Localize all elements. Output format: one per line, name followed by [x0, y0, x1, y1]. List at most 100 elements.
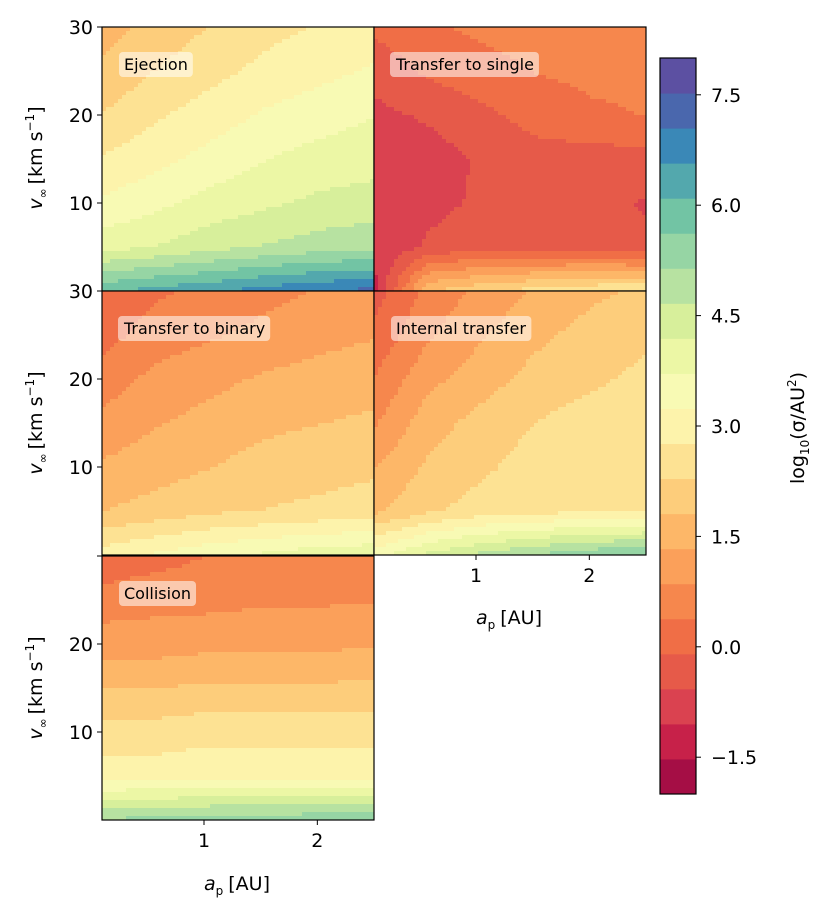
- heatmap-cell: [190, 39, 195, 44]
- heatmap-cell: [174, 103, 179, 108]
- heatmap-cell: [306, 107, 311, 112]
- heatmap-cell: [390, 43, 395, 48]
- heatmap-cell: [274, 199, 279, 204]
- heatmap-cell: [230, 55, 235, 60]
- heatmap-cell: [150, 283, 155, 288]
- heatmap-cell: [214, 143, 219, 148]
- heatmap-cell: [370, 123, 374, 128]
- heatmap-cell: [134, 199, 139, 204]
- heatmap-cell: [130, 127, 135, 132]
- heatmap-cell: [342, 27, 347, 32]
- heatmap-cell: [214, 283, 219, 288]
- heatmap-cell: [322, 147, 327, 152]
- heatmap-cell: [238, 191, 243, 196]
- heatmap-cell: [590, 39, 595, 44]
- heatmap-cell: [298, 211, 303, 216]
- heatmap-cell: [302, 187, 307, 192]
- heatmap-cell: [302, 235, 307, 240]
- heatmap-cell: [362, 251, 367, 256]
- heatmap-cell: [318, 183, 323, 188]
- heatmap-cell: [318, 223, 323, 228]
- heatmap-cell: [162, 31, 167, 36]
- heatmap-cell: [306, 235, 311, 240]
- heatmap-cell: [306, 187, 311, 192]
- heatmap-cell: [206, 275, 211, 280]
- heatmap-cell: [346, 271, 351, 276]
- heatmap-cell: [102, 31, 107, 36]
- heatmap-cell: [586, 47, 591, 52]
- heatmap-cell: [310, 115, 315, 120]
- heatmap-cell: [278, 187, 283, 192]
- heatmap-cell: [206, 151, 211, 156]
- heatmap-cell: [110, 55, 115, 60]
- heatmap-cell: [134, 131, 139, 136]
- heatmap-cell: [198, 39, 203, 44]
- heatmap-cell: [494, 31, 499, 36]
- heatmap-cell: [370, 223, 374, 228]
- heatmap-cell: [350, 103, 355, 108]
- heatmap-cell: [186, 139, 191, 144]
- heatmap-cell: [330, 207, 335, 212]
- heatmap-cell: [298, 175, 303, 180]
- heatmap-cell: [334, 71, 339, 76]
- heatmap-cell: [162, 283, 167, 288]
- heatmap-cell: [358, 263, 363, 268]
- heatmap-cell: [286, 199, 291, 204]
- heatmap-cell: [182, 39, 187, 44]
- heatmap-cell: [438, 31, 443, 36]
- heatmap-cell: [314, 79, 319, 84]
- heatmap-cell: [366, 243, 371, 248]
- heatmap-cell: [346, 223, 351, 228]
- heatmap-cell: [538, 51, 543, 56]
- heatmap-cell: [306, 35, 311, 40]
- heatmap-cell: [122, 271, 127, 276]
- heatmap-cell: [366, 175, 371, 180]
- heatmap-cell: [638, 31, 643, 36]
- heatmap-cell: [182, 75, 187, 80]
- heatmap-cell: [354, 187, 359, 192]
- heatmap-cell: [230, 123, 235, 128]
- heatmap-cell: [142, 255, 147, 260]
- heatmap-cell: [230, 111, 235, 116]
- heatmap-cell: [102, 227, 107, 232]
- heatmap-cell: [130, 251, 135, 256]
- heatmap-cell: [270, 203, 275, 208]
- heatmap-cell: [194, 135, 199, 140]
- heatmap-cell: [218, 119, 223, 124]
- heatmap-cell: [370, 115, 374, 120]
- heatmap-cell: [506, 27, 511, 32]
- heatmap-cell: [230, 95, 235, 100]
- heatmap-cell: [294, 51, 299, 56]
- heatmap-cell: [418, 43, 423, 48]
- heatmap-cell: [154, 83, 159, 88]
- heatmap-cell: [254, 223, 259, 228]
- heatmap-cell: [386, 47, 391, 52]
- heatmap-cell: [274, 215, 279, 220]
- heatmap-cell: [142, 195, 147, 200]
- heatmap-cell: [194, 99, 199, 104]
- heatmap-cell: [170, 223, 175, 228]
- heatmap-cell: [222, 123, 227, 128]
- heatmap-cell: [110, 231, 115, 236]
- heatmap-cell: [350, 171, 355, 176]
- heatmap-cell: [318, 283, 323, 288]
- heatmap-cell: [330, 135, 335, 140]
- heatmap-cell: [130, 119, 135, 124]
- heatmap-cell: [318, 211, 323, 216]
- heatmap-cell: [174, 271, 179, 276]
- heatmap-cell: [218, 59, 223, 64]
- heatmap-cell: [154, 179, 159, 184]
- heatmap-cell: [246, 135, 251, 140]
- heatmap-cell: [182, 163, 187, 168]
- heatmap-cell: [218, 159, 223, 164]
- heatmap-cell: [270, 243, 275, 248]
- heatmap-cell: [170, 115, 175, 120]
- heatmap-cell: [370, 71, 374, 76]
- heatmap-cell: [302, 99, 307, 104]
- heatmap-cell: [214, 151, 219, 156]
- heatmap-cell: [246, 207, 251, 212]
- heatmap-cell: [306, 127, 311, 132]
- heatmap-cell: [310, 51, 315, 56]
- heatmap-cell: [138, 43, 143, 48]
- heatmap-cell: [306, 239, 311, 244]
